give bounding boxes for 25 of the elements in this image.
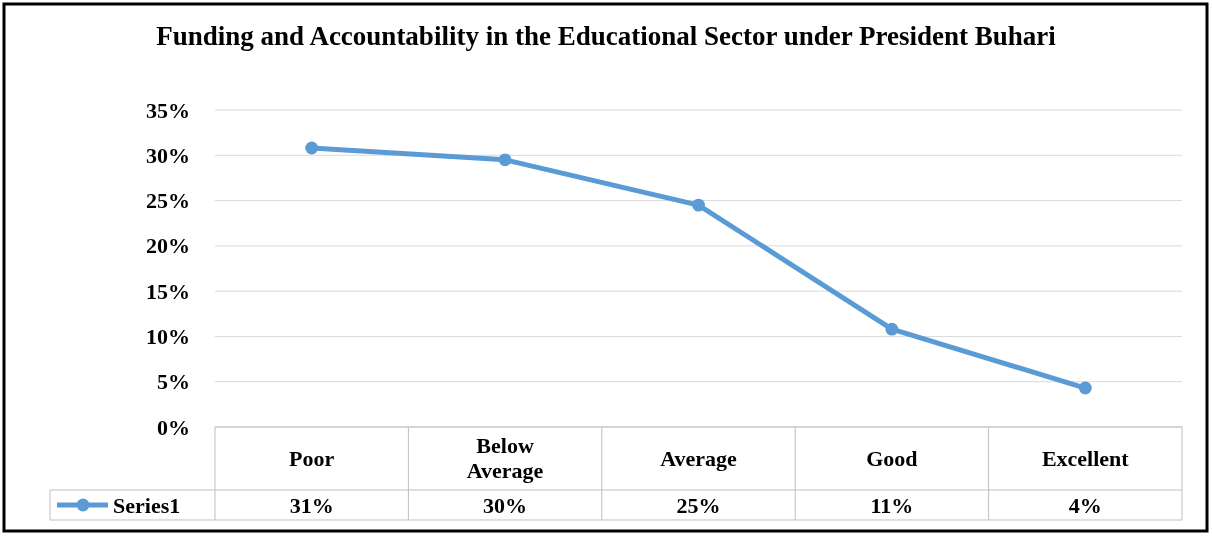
data-label: 25%	[676, 493, 721, 518]
y-tick-label: 20%	[146, 233, 190, 259]
data-label: 31%	[289, 493, 334, 518]
data-label: 11%	[870, 493, 914, 518]
chart-title: Funding and Accountability in the Educational Sector under President Buhari	[156, 21, 1057, 51]
point	[692, 198, 705, 212]
y-tick-label: 10%	[146, 323, 190, 349]
data-label: 4%	[1068, 493, 1102, 518]
y-tick-label: 35%	[146, 97, 190, 123]
y-tick-label: 30%	[146, 142, 190, 168]
point	[1078, 381, 1092, 395]
x-tick-label: Poor	[289, 445, 335, 471]
legend-label: Series1	[113, 493, 181, 518]
y-tick-label: 15%	[146, 278, 190, 304]
point	[305, 141, 319, 155]
y-tick-label: 0%	[157, 414, 190, 440]
point	[498, 153, 512, 167]
point	[885, 322, 899, 336]
y-tick-label: 5%	[157, 369, 190, 395]
x-tick-label: Good	[866, 445, 918, 471]
y-tick-label: 25%	[146, 188, 190, 214]
x-tick-label: Excellent	[1041, 445, 1130, 471]
x-tick-label: Average	[660, 445, 737, 471]
x-tick-label: Below Average	[466, 433, 544, 483]
data-label: 30%	[483, 493, 528, 518]
